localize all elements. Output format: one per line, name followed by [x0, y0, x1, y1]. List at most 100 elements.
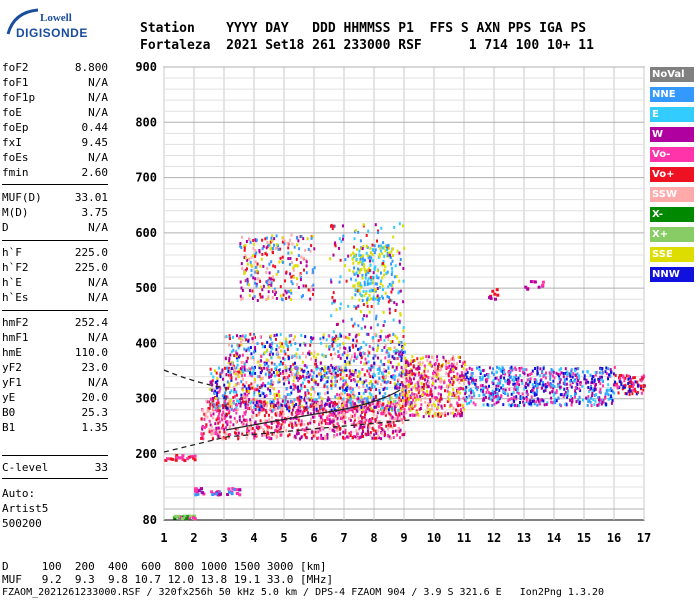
echo-point	[620, 373, 623, 377]
echo-point	[218, 409, 221, 413]
echo-point	[372, 297, 375, 301]
echo-point	[437, 362, 440, 366]
echo-point	[356, 405, 359, 409]
echo-point	[376, 239, 378, 243]
echo-point	[218, 389, 221, 393]
echo-point	[323, 407, 326, 411]
echo-point	[413, 400, 416, 404]
echo-point	[367, 420, 370, 424]
echo-point	[333, 435, 336, 439]
echo-point	[537, 285, 541, 289]
echo-point	[377, 339, 380, 343]
echo-point	[375, 431, 378, 435]
echo-point	[597, 402, 600, 406]
echo-point	[265, 246, 268, 250]
echo-point	[600, 402, 603, 406]
echo-point	[365, 400, 368, 404]
echo-point	[520, 366, 523, 370]
echo-point	[252, 409, 255, 413]
echo-point	[446, 400, 449, 404]
echo-point	[564, 382, 567, 386]
echo-point	[520, 396, 523, 400]
echo-point	[336, 344, 339, 348]
echo-point	[470, 390, 473, 394]
echo-point	[500, 394, 503, 398]
echo-point	[373, 268, 376, 271]
echo-point	[350, 373, 353, 376]
echo-point	[558, 380, 561, 384]
echo-point	[376, 294, 379, 298]
echo-point	[418, 367, 421, 370]
x-tick-label: 10	[427, 531, 441, 545]
echo-point	[356, 267, 359, 271]
echo-point	[208, 419, 211, 423]
echo-point	[293, 366, 296, 370]
echo-point	[254, 277, 257, 281]
echo-point	[394, 423, 397, 427]
echo-point	[192, 455, 195, 459]
echo-point	[420, 374, 423, 378]
echo-point	[229, 424, 232, 428]
echo-point	[227, 400, 230, 403]
echo-point	[375, 388, 378, 391]
echo-point	[201, 425, 204, 429]
echo-point	[244, 402, 247, 406]
x-tick-label: 3	[220, 531, 227, 545]
echo-point	[331, 404, 334, 408]
echo-point	[510, 397, 513, 401]
echo-point	[363, 418, 366, 422]
echo-point	[378, 255, 381, 258]
echo-point	[379, 369, 381, 373]
legend-item: X-	[650, 207, 694, 222]
echo-point	[398, 373, 401, 377]
echo-point	[360, 411, 363, 414]
echo-point	[357, 230, 360, 234]
echo-point	[354, 435, 357, 439]
echo-point	[455, 395, 458, 399]
echo-point	[208, 430, 211, 434]
x-tick-label: 16	[607, 531, 621, 545]
echo-point	[429, 400, 432, 404]
echo-point	[285, 377, 288, 381]
echo-point	[364, 413, 367, 417]
echo-point	[243, 362, 246, 366]
echo-point	[633, 376, 636, 380]
echo-point	[237, 431, 240, 435]
echo-point	[579, 389, 582, 393]
echo-point	[425, 374, 428, 378]
echo-point	[252, 239, 255, 242]
echo-point	[465, 396, 468, 400]
echo-point	[525, 382, 528, 385]
echo-point	[457, 389, 460, 393]
echo-point	[428, 362, 431, 366]
echo-point	[356, 421, 359, 425]
echo-point	[270, 437, 273, 441]
echo-point	[393, 377, 396, 381]
echo-point	[394, 429, 397, 433]
param-label: B0	[2, 406, 16, 419]
echo-point	[506, 382, 509, 385]
echo-point	[486, 388, 489, 391]
echo-point	[241, 368, 244, 372]
echo-point	[238, 400, 241, 403]
echo-point	[208, 427, 211, 431]
echo-point	[402, 402, 404, 406]
echo-point	[361, 247, 364, 251]
echo-point	[370, 364, 373, 368]
echo-point	[263, 351, 266, 355]
echo-point	[602, 384, 604, 388]
echo-point	[339, 373, 342, 376]
echo-point	[313, 400, 316, 404]
echo-point	[292, 417, 295, 420]
echo-point	[297, 405, 300, 409]
echo-point	[513, 379, 515, 383]
echo-point	[288, 367, 291, 371]
echo-point	[476, 388, 479, 392]
echo-point	[365, 290, 368, 294]
echo-point	[254, 335, 256, 339]
echo-point	[523, 402, 526, 406]
echo-point	[451, 364, 454, 368]
y-tick-label: 800	[135, 115, 157, 129]
echo-point	[405, 365, 408, 368]
echo-point	[454, 413, 456, 416]
